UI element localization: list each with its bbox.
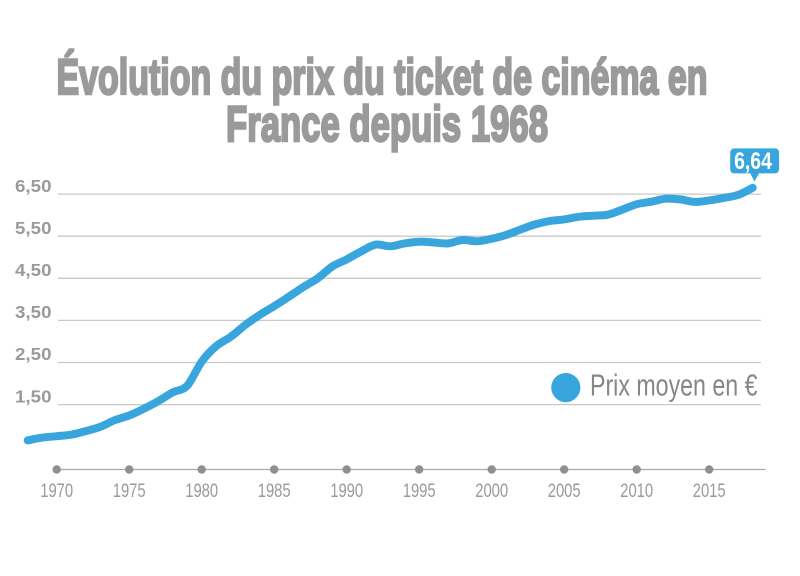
svg-text:2,50: 2,50 <box>15 344 52 364</box>
svg-text:1,50: 1,50 <box>15 386 52 406</box>
svg-text:1980: 1980 <box>185 481 218 502</box>
svg-text:2005: 2005 <box>548 481 581 502</box>
svg-text:2015: 2015 <box>693 481 726 502</box>
svg-text:1995: 1995 <box>403 481 436 502</box>
svg-text:1985: 1985 <box>258 481 291 502</box>
svg-text:5,50: 5,50 <box>15 218 52 238</box>
svg-text:3,50: 3,50 <box>15 302 52 322</box>
svg-text:4,50: 4,50 <box>15 260 52 280</box>
svg-text:6,50: 6,50 <box>15 176 52 196</box>
svg-text:1970: 1970 <box>40 481 73 502</box>
svg-text:Prix moyen en €: Prix moyen en € <box>590 368 758 403</box>
svg-text:France depuis 1968: France depuis 1968 <box>226 96 548 152</box>
svg-text:1990: 1990 <box>330 481 363 502</box>
svg-text:1975: 1975 <box>113 481 146 502</box>
svg-text:6,64: 6,64 <box>734 148 772 175</box>
svg-text:Évolution du prix du ticket de: Évolution du prix du ticket de cinéma en <box>57 49 708 105</box>
svg-text:2000: 2000 <box>475 481 508 502</box>
svg-text:2010: 2010 <box>620 481 653 502</box>
